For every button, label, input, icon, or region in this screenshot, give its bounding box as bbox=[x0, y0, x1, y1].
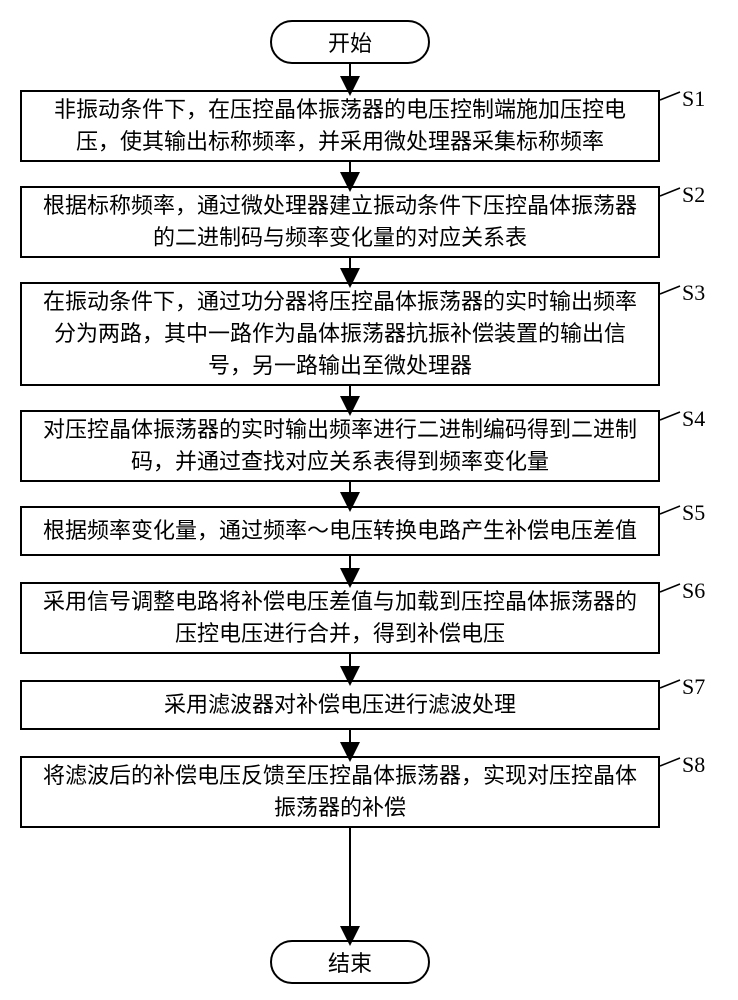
step-s2: 根据标称频率，通过微处理器建立振动条件下压控晶体振荡器的二进制码与频率变化量的对… bbox=[20, 186, 660, 258]
step-s1-text: 非振动条件下，在压控晶体振荡器的电压控制端施加压控电压，使其输出标称频率，并采用… bbox=[40, 94, 640, 158]
step-s6: 采用信号调整电路将补偿电压差值与加载到压控晶体振荡器的压控电压进行合并，得到补偿… bbox=[20, 582, 660, 654]
step-s5: 根据频率变化量，通过频率～电压转换电路产生补偿电压差值 bbox=[20, 506, 660, 556]
step-s6-text: 采用信号调整电路将补偿电压差值与加载到压控晶体振荡器的压控电压进行合并，得到补偿… bbox=[40, 586, 640, 650]
start-terminal: 开始 bbox=[270, 20, 430, 64]
end-label: 结束 bbox=[328, 946, 372, 978]
step-s7-text: 采用滤波器对补偿电压进行滤波处理 bbox=[164, 689, 516, 721]
label-s8: S8 bbox=[682, 752, 705, 778]
step-s5-text: 根据频率变化量，通过频率～电压转换电路产生补偿电压差值 bbox=[43, 515, 637, 547]
step-s3-text: 在振动条件下，通过功分器将压控晶体振荡器的实时输出频率分为两路，其中一路作为晶体… bbox=[40, 286, 640, 382]
step-s4-text: 对压控晶体振荡器的实时输出频率进行二进制编码得到二进制码，并通过查找对应关系表得… bbox=[40, 414, 640, 478]
step-s2-text: 根据标称频率，通过微处理器建立振动条件下压控晶体振荡器的二进制码与频率变化量的对… bbox=[40, 190, 640, 254]
label-s2: S2 bbox=[682, 182, 705, 208]
end-terminal: 结束 bbox=[270, 940, 430, 984]
step-s3: 在振动条件下，通过功分器将压控晶体振荡器的实时输出频率分为两路，其中一路作为晶体… bbox=[20, 282, 660, 386]
step-s8-text: 将滤波后的补偿电压反馈至压控晶体振荡器，实现对压控晶体振荡器的补偿 bbox=[40, 760, 640, 824]
label-s5: S5 bbox=[682, 500, 705, 526]
step-s1: 非振动条件下，在压控晶体振荡器的电压控制端施加压控电压，使其输出标称频率，并采用… bbox=[20, 90, 660, 162]
label-s4: S4 bbox=[682, 406, 705, 432]
step-s4: 对压控晶体振荡器的实时输出频率进行二进制编码得到二进制码，并通过查找对应关系表得… bbox=[20, 410, 660, 482]
label-s3: S3 bbox=[682, 280, 705, 306]
label-s6: S6 bbox=[682, 578, 705, 604]
flowchart-root: 开始 非振动条件下，在压控晶体振荡器的电压控制端施加压控电压，使其输出标称频率，… bbox=[0, 0, 738, 1000]
start-label: 开始 bbox=[328, 26, 372, 58]
label-s7: S7 bbox=[682, 674, 705, 700]
step-s7: 采用滤波器对补偿电压进行滤波处理 bbox=[20, 680, 660, 730]
step-s8: 将滤波后的补偿电压反馈至压控晶体振荡器，实现对压控晶体振荡器的补偿 bbox=[20, 756, 660, 828]
label-s1: S1 bbox=[682, 86, 705, 112]
